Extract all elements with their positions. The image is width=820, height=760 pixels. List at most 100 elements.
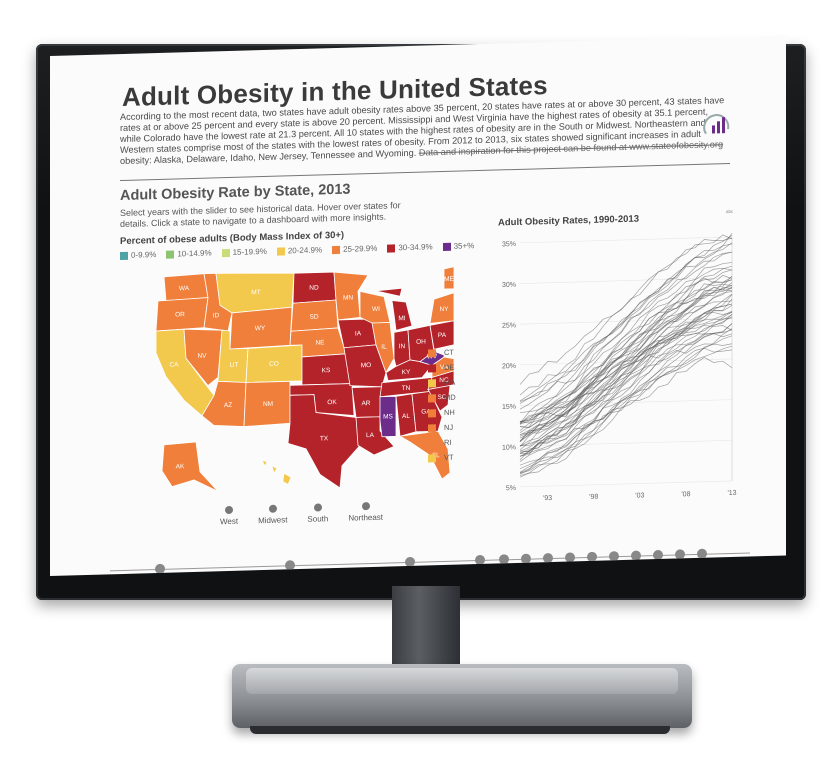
legend-item[interactable]: 30-34.9% — [387, 242, 433, 252]
legend-item[interactable]: 25-29.9% — [332, 244, 377, 254]
state-trend-line[interactable] — [519, 262, 733, 422]
state-trend-line[interactable] — [519, 283, 733, 428]
small-state-item[interactable]: NH — [428, 405, 456, 421]
region-option[interactable]: Midwest — [258, 504, 287, 525]
state-MS[interactable] — [379, 395, 397, 438]
state-trend-line[interactable] — [519, 287, 733, 442]
small-state-item[interactable]: VT — [428, 450, 456, 466]
state-trend-line[interactable] — [519, 310, 733, 462]
legend-label: 20-24.9% — [287, 245, 323, 256]
year-slider-stop[interactable] — [587, 551, 597, 563]
state-NV[interactable] — [183, 328, 223, 387]
state-trend-line[interactable] — [519, 345, 733, 453]
chart-logo-icon — [703, 114, 730, 135]
region-option[interactable]: Northeast — [348, 502, 383, 523]
legend-label: 25-29.9% — [343, 243, 378, 254]
state-trend-line[interactable] — [519, 279, 733, 443]
small-state-item[interactable]: CT — [428, 345, 456, 361]
state-trend-line[interactable] — [519, 303, 733, 452]
state-trend-line[interactable] — [519, 343, 733, 435]
state-trend-line[interactable] — [519, 233, 733, 402]
x-tick-label: '08 — [681, 491, 690, 498]
region-dot — [361, 502, 370, 511]
small-state-item[interactable]: MD — [428, 390, 456, 406]
legend-item[interactable]: 20-24.9% — [276, 245, 323, 256]
year-slider-stop[interactable] — [521, 553, 531, 564]
small-state-swatch — [428, 423, 436, 432]
state-trend-line[interactable] — [519, 274, 733, 439]
y-tick-label: 10% — [502, 444, 516, 451]
region-option[interactable]: West — [220, 505, 238, 526]
state-trend-line[interactable] — [519, 316, 733, 424]
state-IL[interactable] — [371, 322, 395, 374]
year-slider-stop[interactable] — [653, 549, 663, 561]
state-trend-line[interactable] — [519, 265, 733, 433]
legend-item[interactable]: 0-9.9% — [120, 250, 156, 260]
y-tick-label: 30% — [502, 282, 516, 289]
state-trend-line[interactable] — [519, 305, 733, 461]
year-slider-stop[interactable] — [475, 554, 485, 566]
map-label-NY: NY — [439, 306, 449, 313]
state-trend-line[interactable] — [519, 335, 733, 478]
state-trend-line[interactable] — [519, 237, 733, 385]
state-trend-line[interactable] — [519, 275, 733, 451]
year-slider-stop[interactable] — [285, 560, 295, 571]
state-trend-line[interactable] — [519, 243, 733, 404]
small-state-item[interactable]: NJ — [428, 420, 456, 436]
state-trend-line[interactable] — [519, 251, 733, 424]
region-option[interactable]: South — [307, 503, 328, 524]
state-trend-line[interactable] — [519, 333, 733, 473]
state-trend-line[interactable] — [519, 325, 733, 425]
state-trend-line[interactable] — [519, 282, 733, 436]
year-slider-stop[interactable] — [543, 552, 553, 564]
small-state-item[interactable]: MA — [428, 375, 456, 391]
state-trend-line[interactable] — [519, 298, 733, 457]
state-trend-line[interactable] — [519, 300, 733, 447]
state-trend-line[interactable] — [519, 242, 733, 402]
year-slider-stop[interactable] — [697, 548, 707, 559]
state-PA[interactable] — [429, 320, 454, 350]
year-slider-stop[interactable] — [631, 550, 641, 561]
state-HI[interactable] — [261, 459, 292, 485]
state-trend-line[interactable] — [519, 276, 733, 429]
state-trend-line[interactable] — [519, 293, 733, 454]
year-slider-stop[interactable] — [499, 554, 509, 565]
state-TX[interactable] — [287, 393, 361, 489]
year-slider-stop[interactable] — [155, 563, 165, 575]
state-AK[interactable] — [161, 441, 219, 493]
map-label-LA: LA — [366, 432, 375, 439]
year-slider-stop[interactable] — [609, 551, 619, 562]
state-MI[interactable] — [375, 287, 413, 331]
small-state-item[interactable]: RI — [428, 435, 456, 451]
map-label-KS: KS — [322, 367, 331, 374]
legend-item[interactable]: 35+% — [442, 241, 474, 251]
year-slider-stop[interactable] — [405, 556, 415, 568]
small-state-item[interactable]: DE — [428, 360, 456, 376]
state-trend-line[interactable] — [519, 317, 733, 424]
obesity-line-chart[interactable]: 5% 10% 15% 20% 25% 30% 35% '93 '98 '03 '08 '13 — [490, 221, 740, 512]
us-choropleth-map[interactable]: WA OR CA ID NV MT WY UT CO AZ NM ND SD N… — [144, 259, 454, 504]
legend-item[interactable]: 10-14.9% — [166, 248, 212, 258]
state-trend-line[interactable] — [519, 289, 733, 442]
state-trend-line[interactable] — [519, 328, 733, 474]
state-trend-line[interactable] — [519, 251, 733, 414]
state-trend-line[interactable] — [519, 311, 733, 469]
state-trend-line[interactable] — [519, 286, 733, 447]
year-slider-stop[interactable] — [565, 552, 575, 563]
legend-item[interactable]: 15-19.9% — [221, 247, 267, 257]
state-trend-line[interactable] — [519, 314, 733, 425]
year-slider-stop[interactable] — [675, 549, 685, 560]
state-trend-line[interactable] — [519, 291, 733, 447]
state-trend-line[interactable] — [519, 347, 733, 457]
state-MO[interactable] — [343, 344, 387, 388]
state-trend-line[interactable] — [519, 279, 733, 447]
state-trend-line[interactable] — [519, 313, 733, 476]
state-NY[interactable] — [429, 292, 454, 324]
region-dot — [268, 504, 277, 513]
state-FL[interactable] — [398, 430, 451, 480]
state-trend-line[interactable] — [519, 312, 733, 455]
state-trend-line[interactable] — [519, 267, 733, 422]
state-trend-line[interactable] — [519, 323, 733, 475]
region-label: Midwest — [258, 515, 288, 526]
state-ME[interactable] — [443, 266, 454, 290]
